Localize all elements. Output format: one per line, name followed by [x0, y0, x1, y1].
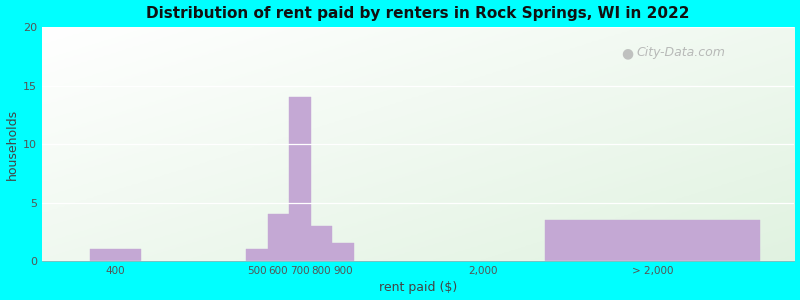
Bar [42, 220, 794, 226]
Bar [332, 244, 354, 261]
Bar [42, 238, 794, 244]
Bar [310, 226, 332, 261]
Bar [42, 244, 794, 249]
Bar [42, 150, 794, 156]
Bar [42, 51, 794, 56]
Bar [42, 45, 794, 51]
Bar [289, 98, 310, 261]
Bar [42, 191, 794, 197]
Bar [42, 68, 794, 74]
Bar [42, 103, 794, 109]
Bar [42, 226, 794, 232]
Bar [42, 197, 794, 203]
Bar [42, 162, 794, 167]
Bar [42, 56, 794, 62]
Bar [267, 214, 289, 261]
Bar [42, 86, 794, 92]
Bar [42, 249, 794, 255]
Text: ●: ● [622, 46, 634, 60]
Bar [42, 232, 794, 238]
X-axis label: rent paid ($): rent paid ($) [379, 281, 458, 294]
Bar [42, 109, 794, 115]
Bar [246, 249, 267, 261]
Bar [42, 179, 794, 185]
Bar [42, 208, 794, 214]
Title: Distribution of rent paid by renters in Rock Springs, WI in 2022: Distribution of rent paid by renters in … [146, 6, 690, 21]
Bar [42, 133, 794, 138]
Bar [42, 202, 794, 208]
Bar [42, 121, 794, 127]
Bar [42, 127, 794, 133]
Bar [42, 144, 794, 150]
Bar [546, 220, 761, 261]
Bar [42, 98, 794, 103]
Bar [42, 185, 794, 191]
Bar [42, 62, 794, 68]
Bar [42, 27, 794, 33]
Y-axis label: households: households [6, 109, 18, 180]
Bar [42, 156, 794, 162]
Bar [90, 249, 141, 261]
Bar [42, 80, 794, 86]
Bar [42, 33, 794, 39]
Bar [42, 39, 794, 45]
Bar [42, 74, 794, 80]
Bar [42, 138, 794, 144]
Bar [42, 167, 794, 173]
Bar [42, 115, 794, 121]
Bar [42, 214, 794, 220]
Bar [42, 173, 794, 179]
Bar [42, 255, 794, 261]
Text: City-Data.com: City-Data.com [636, 46, 726, 59]
Bar [42, 92, 794, 98]
